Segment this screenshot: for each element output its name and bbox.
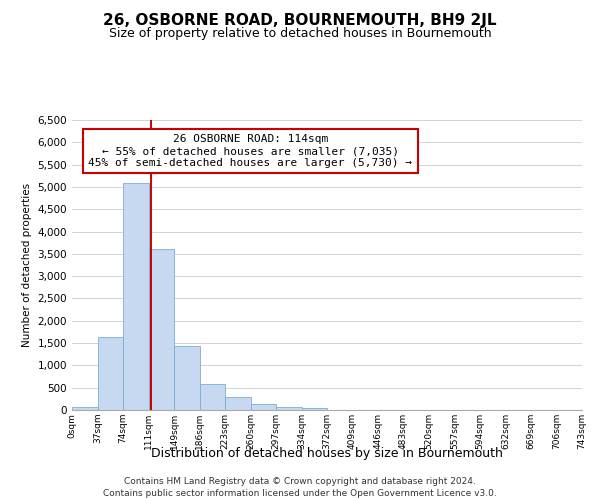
Bar	[225, 396, 251, 410]
Bar	[251, 404, 276, 410]
Text: Contains public sector information licensed under the Open Government Licence v3: Contains public sector information licen…	[103, 489, 497, 498]
Text: Distribution of detached houses by size in Bournemouth: Distribution of detached houses by size …	[151, 448, 503, 460]
Text: 26, OSBORNE ROAD, BOURNEMOUTH, BH9 2JL: 26, OSBORNE ROAD, BOURNEMOUTH, BH9 2JL	[103, 12, 497, 28]
Text: Size of property relative to detached houses in Bournemouth: Size of property relative to detached ho…	[109, 28, 491, 40]
Y-axis label: Number of detached properties: Number of detached properties	[22, 183, 32, 347]
Bar	[276, 408, 302, 410]
Text: Contains HM Land Registry data © Crown copyright and database right 2024.: Contains HM Land Registry data © Crown c…	[124, 478, 476, 486]
Bar	[97, 338, 123, 410]
Bar	[149, 250, 174, 410]
Bar	[199, 384, 225, 410]
Text: 26 OSBORNE ROAD: 114sqm
← 55% of detached houses are smaller (7,035)
45% of semi: 26 OSBORNE ROAD: 114sqm ← 55% of detache…	[89, 134, 413, 168]
Bar	[174, 346, 199, 410]
Bar	[123, 184, 149, 410]
Bar	[72, 408, 97, 410]
Bar	[302, 408, 327, 410]
